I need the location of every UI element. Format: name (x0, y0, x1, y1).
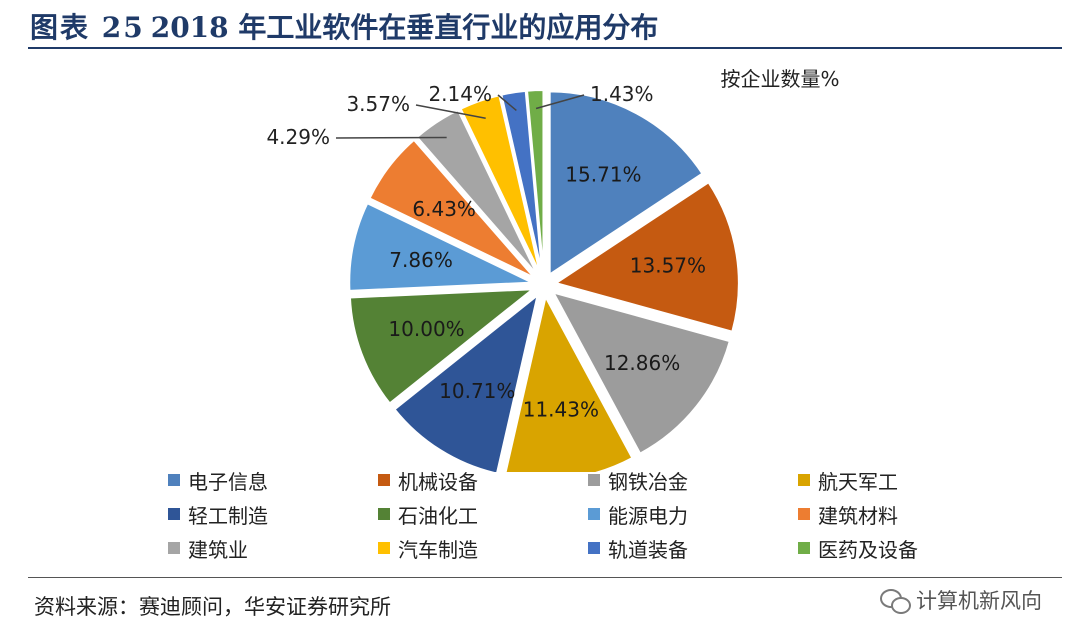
legend-swatch (798, 474, 810, 486)
legend-label: 石油化工 (398, 503, 478, 528)
slice-label-5: 10.71% (439, 379, 515, 403)
legend-item: 电子信息 (168, 465, 378, 495)
legend-swatch (168, 474, 180, 486)
legend-label: 钢铁冶金 (608, 469, 688, 494)
legend-label: 汽车制造 (398, 537, 478, 562)
legend-swatch (588, 542, 600, 554)
slice-label-12: 1.43% (590, 82, 654, 106)
slice-label-11: 2.14% (428, 82, 492, 106)
legend-label: 建筑材料 (818, 503, 898, 528)
legend-swatch (378, 508, 390, 520)
pie-slice-4 (504, 294, 634, 472)
legend-label: 轨道装备 (608, 537, 688, 562)
leader-line-11 (497, 94, 517, 112)
slice-label-2: 13.57% (630, 253, 706, 277)
legend-label: 轻工制造 (188, 503, 268, 528)
figure-title: 图表 25 2018 年工业软件在垂直行业的应用分布 (30, 6, 658, 46)
legend-item: 钢铁冶金 (588, 465, 798, 495)
legend-label: 航天军工 (818, 469, 898, 494)
legend-item: 医药及设备 (798, 533, 938, 563)
slice-label-8: 6.43% (412, 197, 476, 221)
slice-label-10: 3.57% (346, 92, 410, 116)
pie-slice-8 (368, 138, 536, 279)
legend-swatch (378, 542, 390, 554)
chart-legend: 电子信息 机械设备 钢铁冶金 航天军工轻工制造 石油化工 能源电力 建筑材料建筑业 汽车制造 轨… (168, 465, 938, 563)
legend-item: 能源电力 (588, 499, 798, 529)
legend-swatch (168, 508, 180, 520)
legend-item: 石油化工 (378, 499, 588, 529)
title-rule (28, 47, 1062, 49)
pie-slice-7 (348, 201, 533, 292)
legend-swatch (588, 474, 600, 486)
slice-label-1: 15.71% (565, 163, 641, 187)
legend-swatch (798, 542, 810, 554)
legend-item: 建筑材料 (798, 499, 938, 529)
legend-item: 汽车制造 (378, 533, 588, 563)
pie-slice-6 (348, 288, 536, 405)
slice-label-7: 7.86% (389, 248, 453, 272)
figure-title-text: 2018 年工业软件在垂直行业的应用分布 (150, 11, 659, 44)
pie-slice-3 (551, 290, 732, 455)
slice-label-6: 10.00% (388, 317, 464, 341)
chart-title: 按企业数量% (720, 67, 839, 91)
legend-item: 航天军工 (798, 465, 938, 495)
legend-swatch (798, 508, 810, 520)
leader-line-12 (535, 94, 585, 110)
legend-label: 电子信息 (188, 469, 268, 494)
pie-chart: 按企业数量% 15.71% 13.57% 12.86%11.43% 10.71% 10.0… (266, 67, 840, 472)
legend-label: 医药及设备 (818, 537, 918, 562)
legend-item: 机械设备 (378, 465, 588, 495)
legend-item: 建筑业 (168, 533, 378, 563)
legend-item: 轨道装备 (588, 533, 798, 563)
figure-label: 图表 25 (30, 11, 145, 44)
legend-label: 能源电力 (608, 503, 688, 528)
pie-slice-1 (548, 90, 704, 277)
leader-line-10 (415, 104, 486, 119)
legend-swatch (378, 474, 390, 486)
wechat-icon (880, 587, 911, 614)
slice-label-3: 12.86% (604, 351, 680, 375)
legend-swatch (588, 508, 600, 520)
legend-label: 建筑业 (188, 537, 248, 562)
legend-label: 机械设备 (398, 469, 478, 494)
legend-swatch (168, 542, 180, 554)
slice-label-4: 11.43% (523, 397, 599, 421)
source-note: 资料来源：赛迪顾问，华安证券研究所 (34, 595, 391, 619)
slice-label-9: 4.29% (266, 125, 330, 149)
pie-slice-11 (500, 89, 544, 274)
pie-slice-5 (393, 292, 540, 472)
pie-slice-2 (553, 180, 740, 333)
source-rule (28, 577, 1062, 578)
pie-slice-12 (525, 89, 545, 274)
watermark: 计算机新风向 (880, 585, 1042, 615)
legend-item: 轻工制造 (168, 499, 378, 529)
watermark-text: 计算机新风向 (916, 589, 1042, 613)
